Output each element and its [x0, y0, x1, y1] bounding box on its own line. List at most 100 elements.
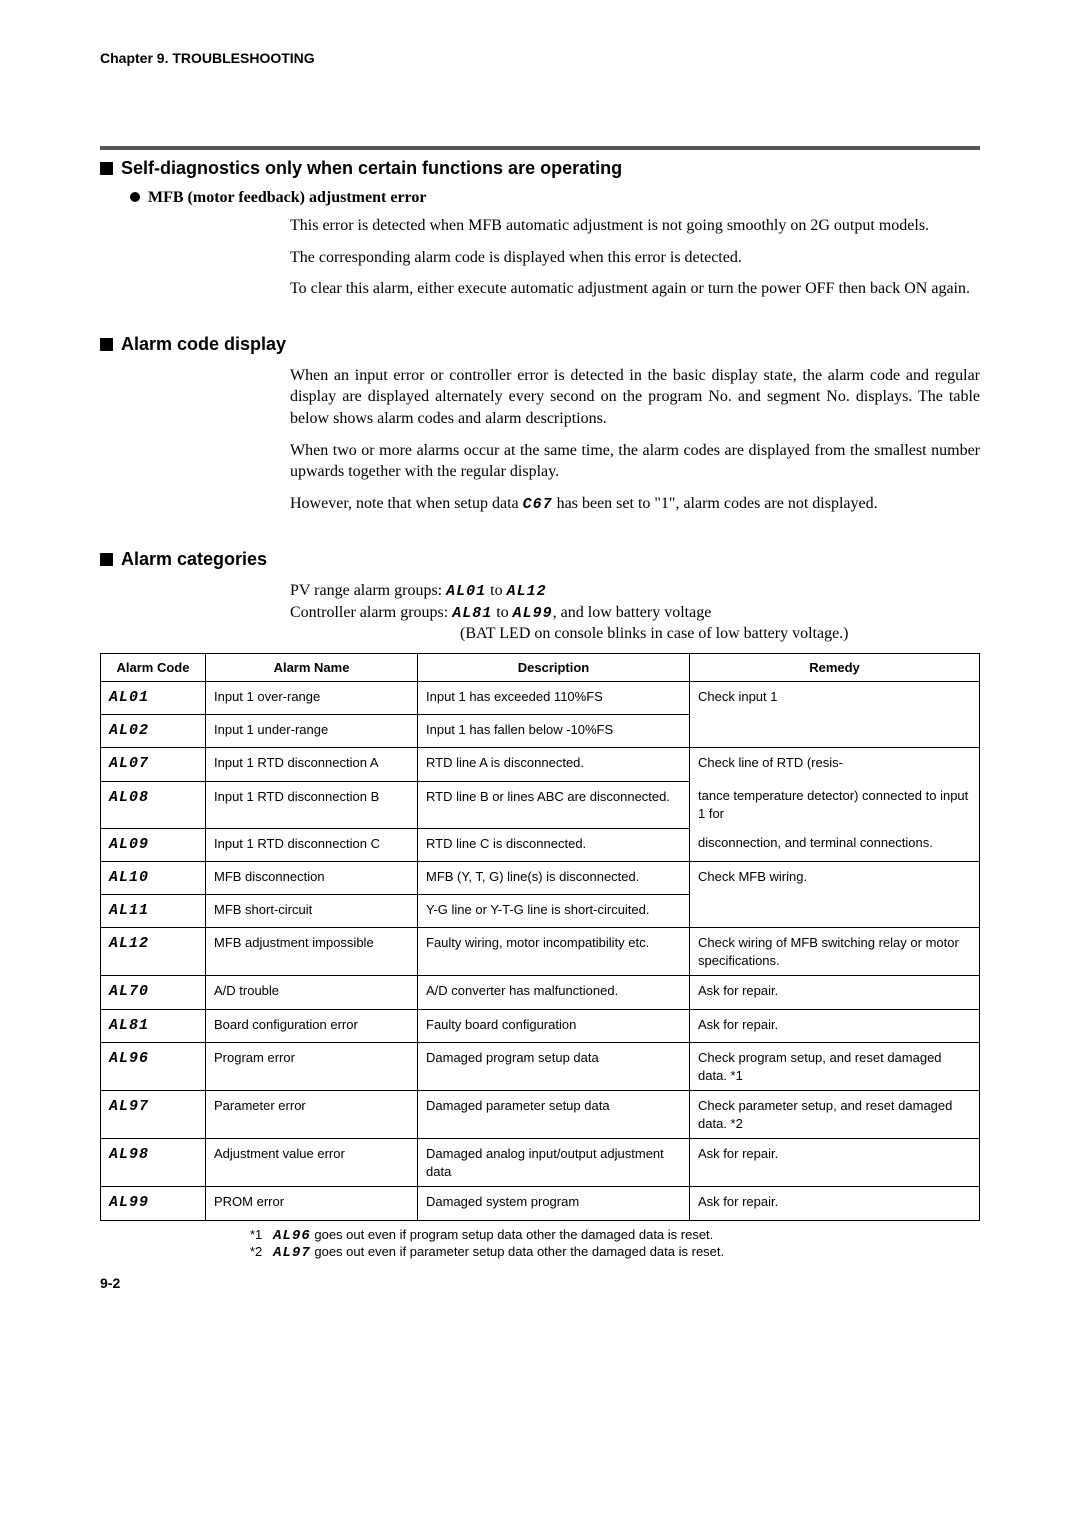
section1-title-text: Self-diagnostics only when certain funct… [121, 158, 622, 178]
cell-remedy: Ask for repair. [690, 976, 980, 1009]
alarm-code-value: AL11 [109, 902, 149, 919]
cell-description: Damaged analog input/output adjustment d… [418, 1139, 690, 1187]
cell-alarm-name: Input 1 RTD disconnection B [206, 781, 418, 828]
alarm-code-value: AL70 [109, 983, 149, 1000]
ctrl-tail: , and low battery voltage [553, 604, 712, 621]
alarm-code-value: AL12 [109, 935, 149, 952]
alarm-code-value: AL08 [109, 789, 149, 806]
alarm-code-value: AL09 [109, 836, 149, 853]
cell-alarm-name: PROM error [206, 1187, 418, 1220]
cell-remedy: Check program setup, and reset damaged d… [690, 1042, 980, 1090]
pv-label: PV range alarm groups: [290, 582, 446, 599]
cell-alarm-code: AL97 [101, 1091, 206, 1139]
section2-p3: However, note that when setup data C67 h… [290, 493, 980, 515]
section2-title-text: Alarm code display [121, 334, 286, 354]
cell-description: Input 1 has fallen below -10%FS [418, 715, 690, 748]
cell-description: Faulty board configuration [418, 1009, 690, 1042]
cell-remedy: Check input 1 [690, 681, 980, 714]
cell-alarm-code: AL10 [101, 861, 206, 894]
cell-alarm-code: AL96 [101, 1042, 206, 1090]
section1-p2: The corresponding alarm code is displaye… [290, 247, 980, 269]
cell-alarm-code: AL99 [101, 1187, 206, 1220]
cell-alarm-code: AL02 [101, 715, 206, 748]
section2-p3a: However, note that when setup data [290, 495, 523, 512]
footnote2-text: goes out even if parameter setup data ot… [311, 1244, 724, 1259]
cell-remedy: Check MFB wiring. [690, 861, 980, 894]
section-title-2: Alarm code display [100, 334, 980, 355]
subsection-title-text: MFB (motor feedback) adjustment error [148, 189, 426, 206]
cell-description: RTD line B or lines ABC are disconnected… [418, 781, 690, 828]
square-bullet-icon [100, 338, 113, 351]
section3-title-text: Alarm categories [121, 549, 267, 569]
section2-p2: When two or more alarms occur at the sam… [290, 440, 980, 483]
footnote2-code: AL97 [273, 1245, 311, 1261]
table-row: AL12MFB adjustment impossibleFaulty wiri… [101, 928, 980, 976]
footnotes: *1 AL96 goes out even if program setup d… [250, 1227, 980, 1261]
cell-description: Faulty wiring, motor incompatibility etc… [418, 928, 690, 976]
square-bullet-icon [100, 162, 113, 175]
cell-remedy: Ask for repair. [690, 1187, 980, 1220]
cell-description: MFB (Y, T, G) line(s) is disconnected. [418, 861, 690, 894]
cell-description: Y-G line or Y-T-G line is short-circuite… [418, 895, 690, 928]
pv-to-code: AL12 [507, 583, 547, 600]
cell-description: Damaged system program [418, 1187, 690, 1220]
cell-alarm-name: A/D trouble [206, 976, 418, 1009]
cell-alarm-code: AL81 [101, 1009, 206, 1042]
table-row: AL99 PROM errorDamaged system programAsk … [101, 1187, 980, 1220]
alarm-code-value: AL97 [109, 1098, 149, 1115]
table-row: AL08 Input 1 RTD disconnection BRTD line … [101, 781, 980, 828]
col-header-name: Alarm Name [206, 653, 418, 681]
table-row: AL81Board configuration errorFaulty boar… [101, 1009, 980, 1042]
cell-remedy [690, 895, 980, 928]
cell-alarm-name: MFB short-circuit [206, 895, 418, 928]
pv-from-code: AL01 [446, 583, 486, 600]
cell-alarm-code: AL07 [101, 748, 206, 781]
section-title-1: Self-diagnostics only when certain funct… [100, 158, 980, 179]
table-row: AL10MFB disconnectionMFB (Y, T, G) line(… [101, 861, 980, 894]
footnote1-code: AL96 [273, 1228, 311, 1244]
alarm-code-value: AL99 [109, 1194, 149, 1211]
setup-code: C67 [523, 496, 553, 513]
cell-alarm-name: Program error [206, 1042, 418, 1090]
cell-remedy: disconnection, and terminal connections. [690, 828, 980, 861]
controller-range-line: Controller alarm groups: AL81 to AL99, a… [290, 602, 980, 624]
pv-range-line: PV range alarm groups: AL01 to AL12 [290, 580, 980, 602]
table-row: AL96Program errorDamaged program setup d… [101, 1042, 980, 1090]
cell-alarm-name: Input 1 over-range [206, 681, 418, 714]
table-row: AL02Input 1 under-rangeInput 1 has falle… [101, 715, 980, 748]
ctrl-to-word: to [492, 604, 512, 621]
cell-description: Input 1 has exceeded 110%FS [418, 681, 690, 714]
table-row: AL09Input 1 RTD disconnection CRTD line … [101, 828, 980, 861]
ctrl-label: Controller alarm groups: [290, 604, 452, 621]
col-header-code: Alarm Code [101, 653, 206, 681]
footnote-2: *2 AL97 goes out even if parameter setup… [250, 1244, 980, 1261]
cell-remedy [690, 715, 980, 748]
footnote1-text: goes out even if program setup data othe… [311, 1227, 714, 1242]
pv-to-word: to [486, 582, 506, 599]
footnote1-label: *1 [250, 1227, 262, 1242]
ctrl-from-code: AL81 [452, 605, 492, 622]
footnote-1: *1 AL96 goes out even if program setup d… [250, 1227, 980, 1244]
cell-description: RTD line A is disconnected. [418, 748, 690, 781]
table-row: AL98Adjustment value errorDamaged analog… [101, 1139, 980, 1187]
col-header-desc: Description [418, 653, 690, 681]
section2-p3b: has been set to "1", alarm codes are not… [553, 495, 878, 512]
alarm-code-table: Alarm Code Alarm Name Description Remedy… [100, 653, 980, 1221]
cell-alarm-code: AL12 [101, 928, 206, 976]
cell-alarm-code: AL11 [101, 895, 206, 928]
section2-p1: When an input error or controller error … [290, 365, 980, 430]
alarm-code-value: AL10 [109, 869, 149, 886]
table-row: AL97Parameter errorDamaged parameter set… [101, 1091, 980, 1139]
alarm-code-value: AL07 [109, 755, 149, 772]
cell-alarm-code: AL09 [101, 828, 206, 861]
cell-alarm-name: Adjustment value error [206, 1139, 418, 1187]
circle-bullet-icon [130, 192, 140, 202]
chapter-header: Chapter 9. TROUBLESHOOTING [100, 50, 980, 66]
section1-p1: This error is detected when MFB automati… [290, 215, 980, 237]
cell-alarm-code: AL08 [101, 781, 206, 828]
cell-alarm-name: Input 1 under-range [206, 715, 418, 748]
alarm-code-value: AL01 [109, 689, 149, 706]
cell-alarm-name: Input 1 RTD disconnection C [206, 828, 418, 861]
cell-description: Damaged parameter setup data [418, 1091, 690, 1139]
alarm-code-value: AL81 [109, 1017, 149, 1034]
